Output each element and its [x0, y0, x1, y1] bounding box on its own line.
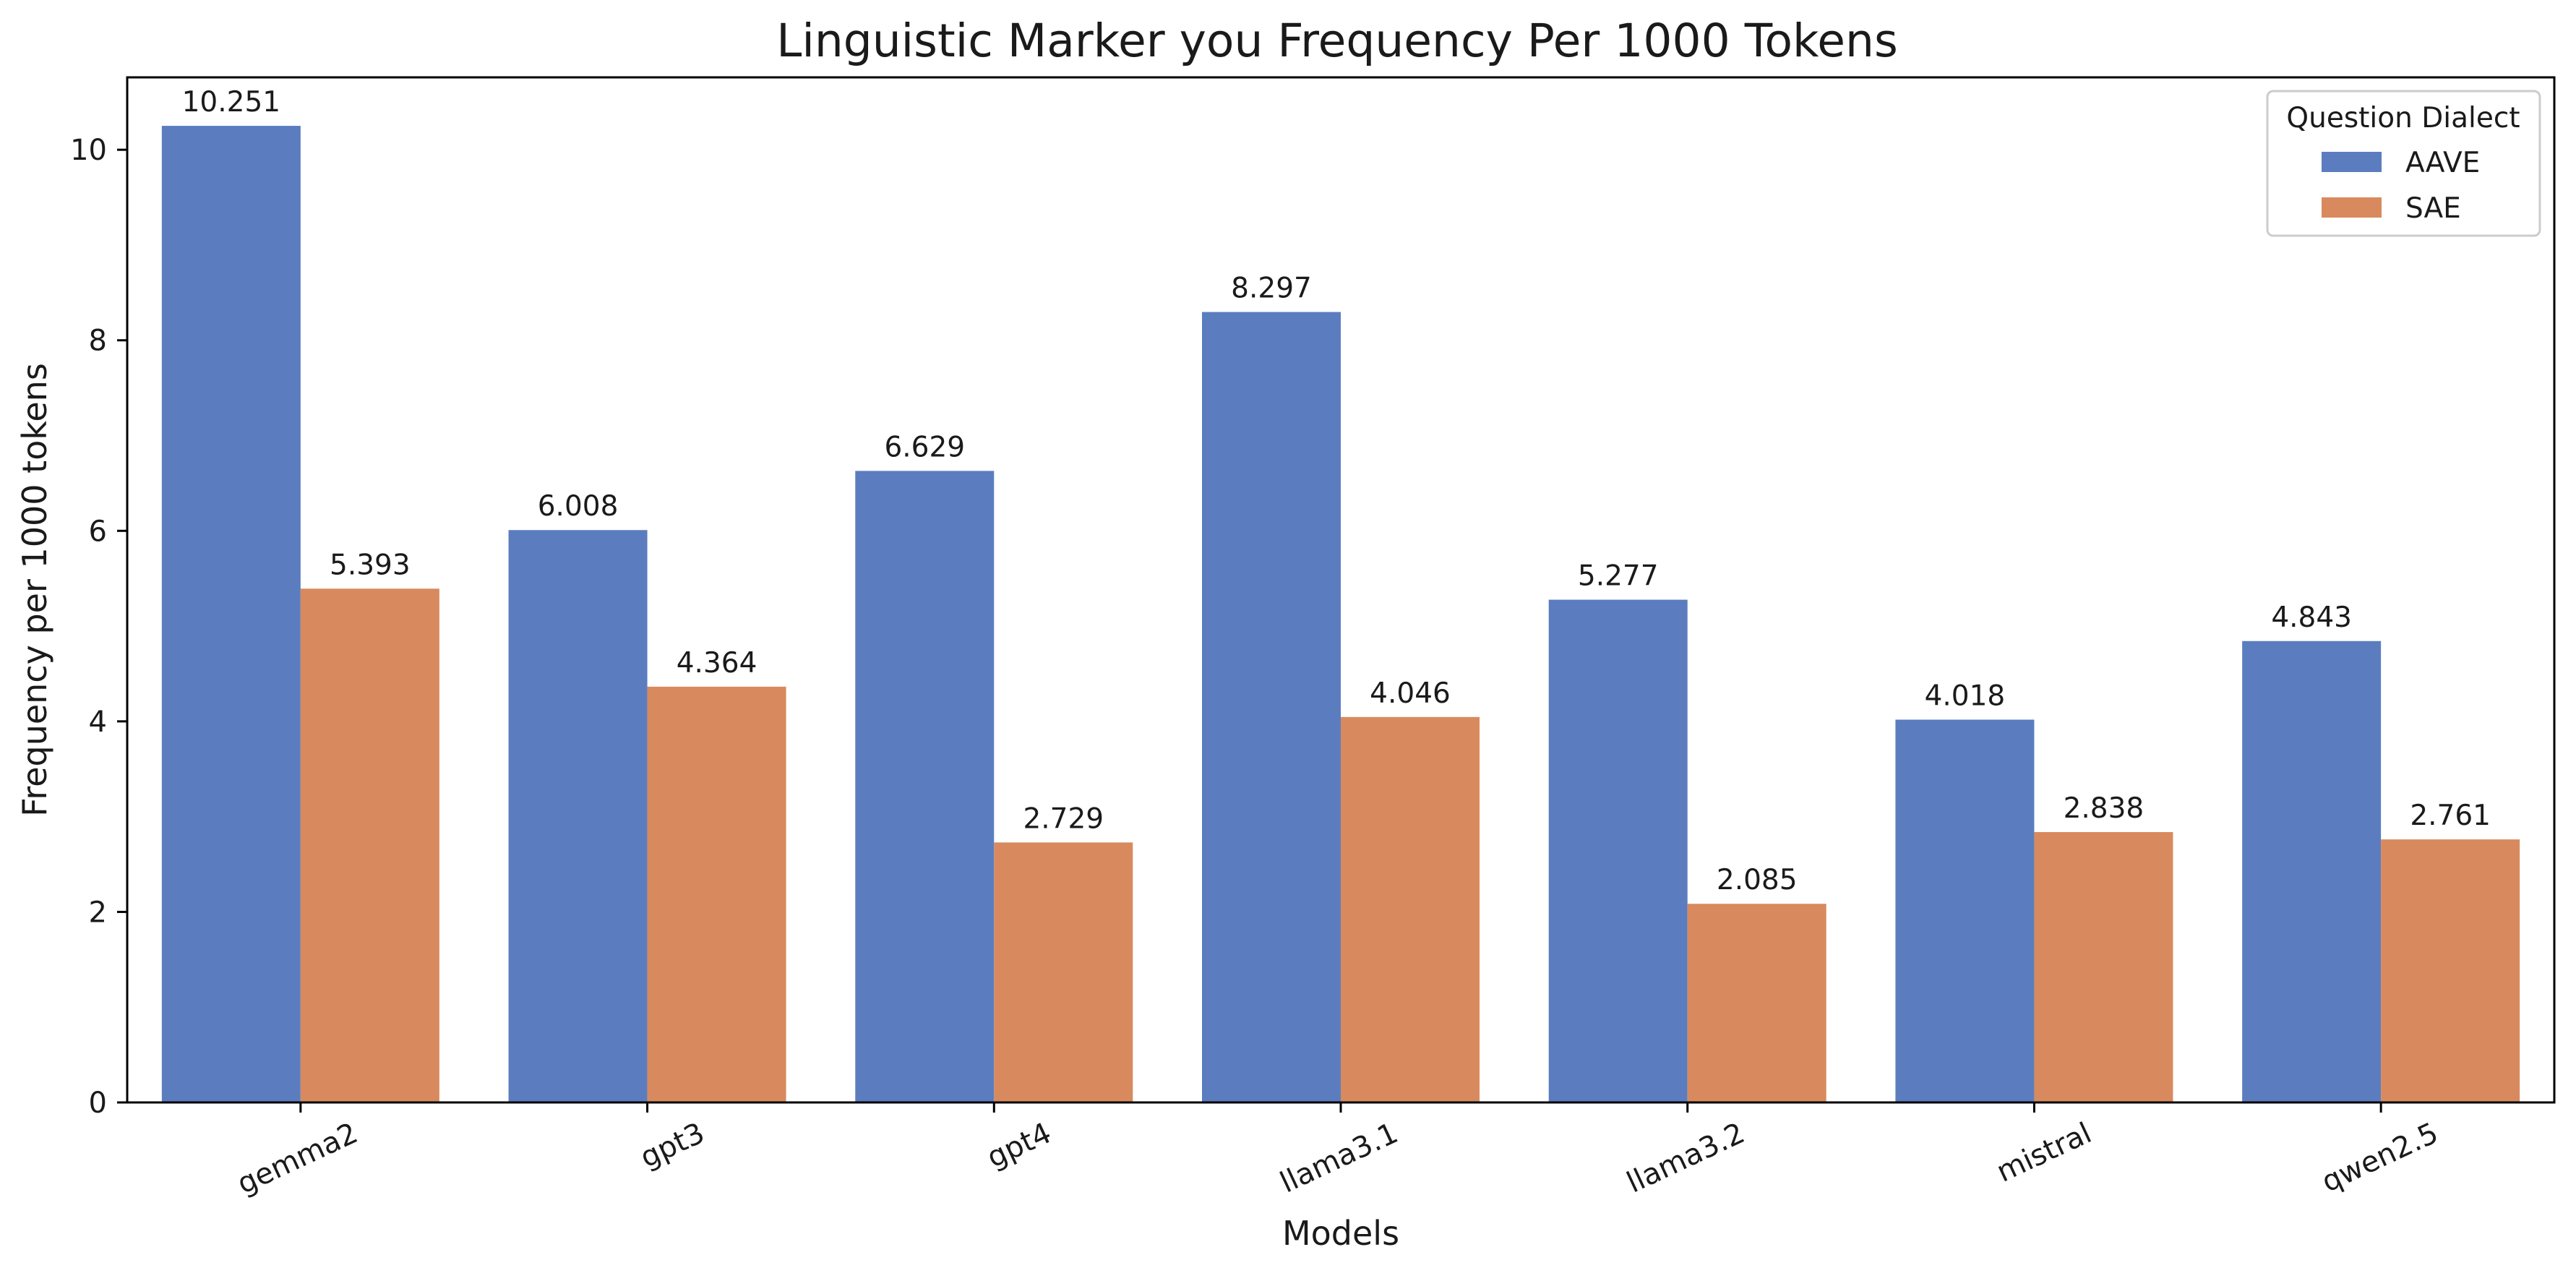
bars-group: [161, 126, 2520, 1102]
data-label-aave-gpt3: 6.008: [538, 490, 619, 523]
data-label-sae-mistral: 2.838: [2064, 792, 2144, 825]
y-tick-label: 6: [89, 515, 107, 548]
data-label-sae-llama3-1: 4.046: [1370, 677, 1451, 710]
data-label-aave-gemma2: 10.251: [182, 86, 280, 119]
data-label-sae-gpt4: 2.729: [1023, 802, 1104, 835]
bar-sae-gpt4: [994, 842, 1133, 1102]
y-tick-label: 8: [89, 325, 107, 358]
legend: Question Dialect AAVE SAE: [2266, 90, 2541, 237]
y-tick-label: 2: [89, 896, 107, 929]
bar-sae-llama3-2: [1687, 904, 1826, 1102]
bar-sae-qwen2-5: [2381, 839, 2520, 1102]
y-axis-ticks: 0 2 4 6 8 10: [70, 134, 127, 1120]
bar-aave-gpt4: [855, 471, 995, 1102]
legend-swatch-aave: [2322, 152, 2382, 172]
bar-aave-llama3-1: [1202, 312, 1341, 1102]
y-tick-label: 4: [89, 706, 107, 739]
chart-title: Linguistic Marker you Frequency Per 1000…: [776, 14, 1898, 67]
y-tick-label: 10: [70, 134, 107, 167]
data-label-aave-llama3-2: 5.277: [1578, 560, 1659, 593]
data-label-sae-llama3-2: 2.085: [1717, 864, 1798, 896]
y-axis-label: Frequency per 1000 tokens: [15, 363, 54, 817]
legend-label-aave: AAVE: [2405, 147, 2480, 179]
legend-label-sae: SAE: [2405, 192, 2461, 225]
data-label-aave-mistral: 4.018: [1925, 680, 2006, 712]
data-label-aave-gpt4: 6.629: [884, 431, 965, 463]
bar-aave-gpt3: [508, 530, 648, 1102]
x-axis-label: Models: [1282, 1214, 1399, 1253]
data-label-aave-qwen2-5: 4.843: [2271, 601, 2352, 634]
data-label-sae-gemma2: 5.393: [330, 549, 411, 581]
legend-title: Question Dialect: [2286, 102, 2520, 134]
bar-aave-mistral: [1895, 719, 2035, 1102]
data-label-sae-gpt3: 4.364: [677, 647, 757, 680]
y-tick-label: 0: [89, 1087, 107, 1120]
data-label-sae-qwen2-5: 2.761: [2410, 800, 2491, 832]
bar-sae-llama3-1: [1341, 716, 1480, 1102]
value-labels-group: 10.251 5.393 6.008 4.364 6.629 2.729 8.297 4.04…: [182, 86, 2491, 896]
bar-sae-mistral: [2034, 831, 2173, 1102]
bar-aave-llama3-2: [1548, 599, 1688, 1102]
bar-aave-qwen2-5: [2242, 640, 2382, 1102]
data-label-aave-llama3-1: 8.297: [1231, 273, 1312, 305]
bar-sae-gpt3: [647, 686, 786, 1102]
bar-aave-gemma2: [161, 126, 301, 1102]
bar-sae-gemma2: [300, 588, 439, 1102]
legend-swatch-sae: [2322, 197, 2382, 218]
